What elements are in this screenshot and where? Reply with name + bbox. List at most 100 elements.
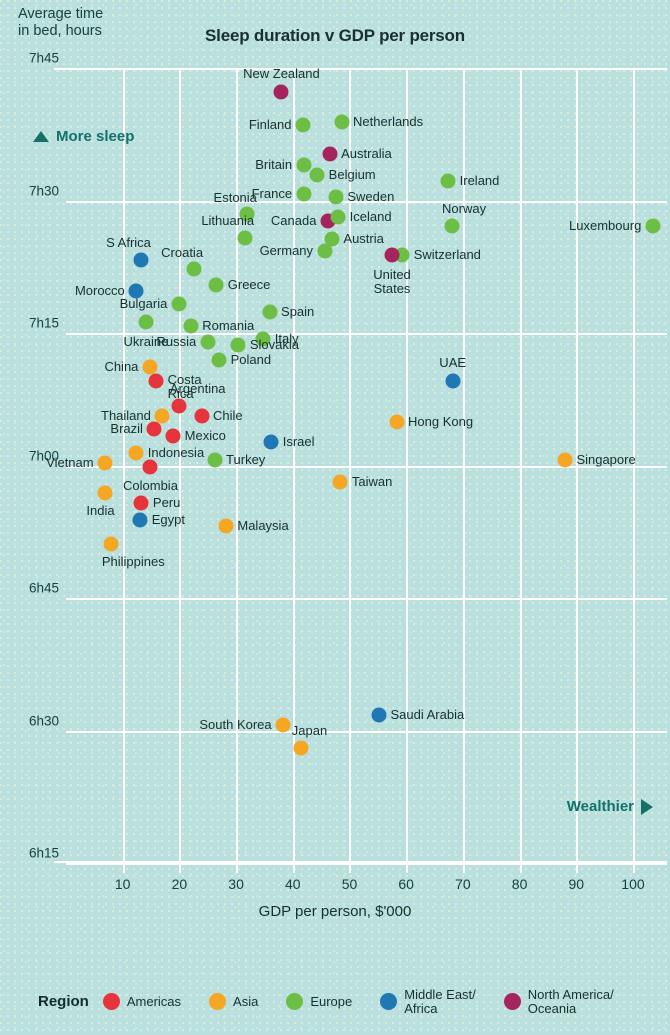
data-point[interactable] [334, 114, 350, 130]
data-point[interactable] [330, 209, 346, 225]
data-point[interactable] [103, 536, 119, 552]
data-point[interactable] [171, 398, 187, 414]
y-axis-caption: Average time in bed, hours [18, 6, 104, 39]
data-point[interactable] [146, 421, 162, 437]
data-point-label: Hong Kong [408, 413, 474, 429]
data-point[interactable] [332, 474, 348, 490]
data-point-label: Finland [248, 117, 292, 133]
legend-color-dot [380, 993, 398, 1010]
data-point-label: Turkey [226, 452, 266, 468]
data-point[interactable] [211, 352, 227, 367]
x-axis-title: GDP per person, $'000 [258, 903, 412, 920]
data-point[interactable] [207, 452, 223, 468]
data-point-label: UAE [439, 355, 467, 371]
y-tick-label: 7h30 [28, 183, 59, 198]
data-point[interactable] [324, 231, 340, 247]
data-point[interactable] [218, 518, 234, 534]
gridline-horizontal [66, 730, 667, 733]
data-point[interactable] [317, 243, 333, 259]
data-point-label: Russia [156, 334, 197, 349]
legend-item-label: Americas [126, 993, 182, 1009]
data-point[interactable] [444, 218, 460, 234]
x-tick-mark [632, 863, 635, 873]
data-point-label: New Zealand [243, 66, 320, 82]
data-point[interactable] [194, 408, 209, 424]
data-point[interactable] [97, 485, 113, 501]
data-point[interactable] [239, 206, 255, 222]
data-point[interactable] [371, 707, 387, 723]
data-point[interactable] [128, 283, 144, 299]
data-point-label: Australia [341, 145, 392, 161]
data-point[interactable] [230, 337, 246, 353]
data-point[interactable] [389, 414, 405, 429]
data-point[interactable] [255, 331, 271, 347]
x-tick-mark [122, 863, 125, 873]
data-point[interactable] [557, 452, 573, 468]
data-point[interactable] [296, 186, 312, 202]
data-point[interactable] [200, 334, 216, 350]
legend-color-dot [209, 993, 227, 1010]
data-point[interactable] [275, 717, 291, 733]
data-point[interactable] [263, 434, 279, 450]
data-point-label: Italy [274, 330, 299, 346]
data-point[interactable] [138, 314, 154, 330]
data-point[interactable] [384, 247, 400, 263]
data-point[interactable] [186, 261, 202, 277]
data-point[interactable] [97, 455, 113, 471]
data-point-label: Spain [281, 303, 315, 319]
data-point[interactable] [237, 230, 253, 246]
x-tick-label: 20 [171, 876, 188, 892]
y-tick-label: 7h00 [28, 448, 59, 463]
triangle-right-icon [641, 798, 653, 815]
x-tick-mark [236, 863, 239, 873]
legend-color-dot [286, 993, 304, 1010]
data-point[interactable] [142, 359, 158, 375]
x-tick-mark [576, 863, 579, 873]
legend-item[interactable]: North America/ Oceania [503, 987, 614, 1016]
data-point[interactable] [171, 296, 187, 312]
data-point[interactable] [183, 318, 199, 334]
data-point[interactable] [440, 173, 456, 189]
data-point[interactable] [293, 740, 309, 756]
data-point-label: Lithuania [201, 213, 255, 229]
legend: Region Americas Asia Europe Middle East/ Af… [0, 968, 670, 1035]
data-point[interactable] [328, 189, 344, 205]
data-point-label: Austria [343, 230, 384, 246]
data-point[interactable] [309, 167, 325, 183]
y-tick-label: 7h45 [28, 50, 59, 66]
legend-item[interactable]: Americas [102, 993, 182, 1010]
data-point-label: Slovakia [249, 336, 299, 352]
legend-item[interactable]: Asia [209, 993, 258, 1010]
data-point-label: Chile [213, 408, 243, 424]
legend-item-label: Middle East/ Africa [404, 986, 476, 1016]
data-point-label: United States [373, 267, 411, 297]
x-tick-label: 80 [511, 876, 528, 892]
data-point[interactable] [148, 373, 164, 389]
data-point[interactable] [132, 512, 148, 528]
data-point[interactable] [154, 408, 170, 424]
data-point[interactable] [273, 84, 289, 100]
x-tick-label: 50 [341, 876, 358, 892]
legend-title: Region [38, 993, 89, 1010]
data-point-label: South Korea [199, 717, 272, 733]
x-tick-mark [462, 863, 465, 873]
x-tick-label: 70 [455, 876, 471, 892]
data-point[interactable] [208, 277, 224, 293]
data-point[interactable] [445, 373, 461, 389]
data-point-label: Romania [202, 318, 255, 334]
data-point[interactable] [133, 495, 149, 511]
data-point[interactable] [322, 146, 338, 162]
legend-item[interactable]: Middle East/ Africa [380, 986, 476, 1016]
data-point[interactable] [645, 218, 661, 234]
data-point[interactable] [142, 459, 158, 475]
data-point[interactable] [296, 157, 312, 173]
data-point-label: Belgium [328, 167, 376, 183]
legend-item[interactable]: Europe [286, 993, 352, 1010]
data-point[interactable] [128, 445, 144, 461]
data-point[interactable] [133, 252, 149, 268]
y-tick-label: 7h15 [28, 315, 59, 331]
data-point[interactable] [165, 428, 181, 444]
data-point[interactable] [262, 304, 278, 320]
data-point[interactable] [295, 117, 311, 133]
data-point-label: Egypt [151, 511, 186, 527]
